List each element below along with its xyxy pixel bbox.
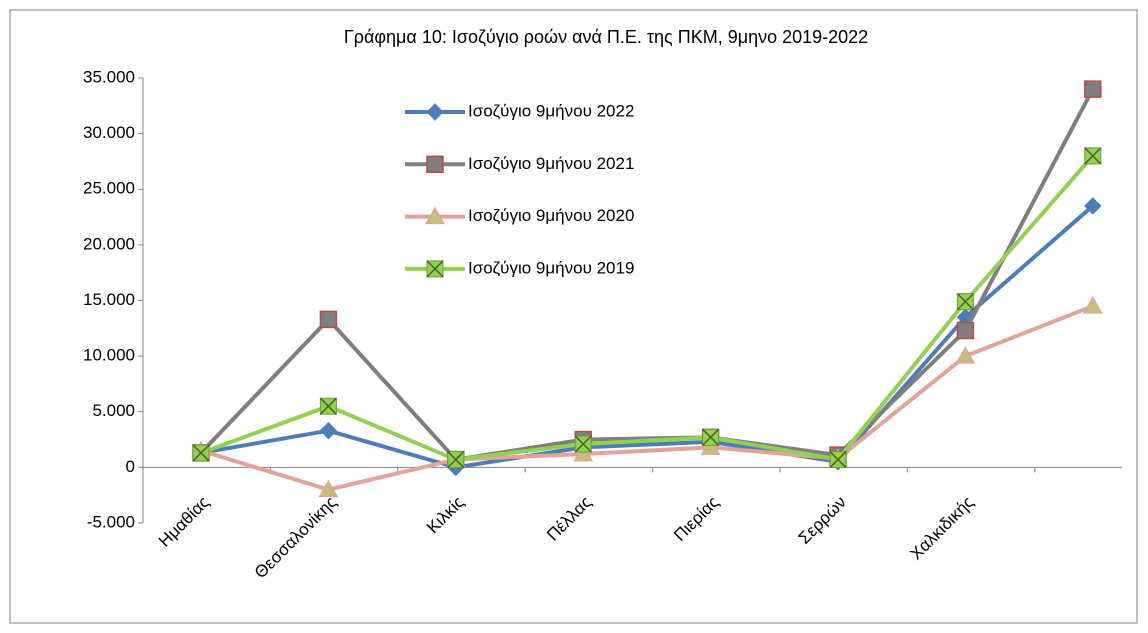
marker-cross — [574, 435, 592, 453]
data-point — [1084, 147, 1102, 165]
y-tick-label: 20.000 — [83, 234, 135, 253]
data-point — [319, 310, 338, 329]
data-point — [192, 444, 210, 462]
y-tick-label: 35.000 — [83, 67, 135, 86]
y-tick-label: 10.000 — [83, 346, 135, 365]
legend-marker — [425, 206, 445, 225]
data-point — [1084, 197, 1102, 215]
series-line — [199, 88, 1095, 462]
marker-cross — [829, 451, 847, 469]
legend-label: Ισοζύγιο 9μήνου 2021 — [468, 154, 634, 173]
data-point — [829, 451, 847, 469]
marker-cross — [192, 444, 210, 462]
data-point — [1082, 296, 1103, 314]
y-tick-label: 30.000 — [83, 123, 135, 142]
data-point — [700, 437, 721, 455]
series-line — [200, 154, 1095, 462]
data-point — [1084, 80, 1102, 98]
legend-marker — [426, 103, 444, 121]
legend-label: Ισοζύγιο 9μήνου 2020 — [468, 206, 634, 225]
data-point — [955, 346, 976, 364]
series-line — [200, 304, 1094, 492]
data-point — [702, 428, 720, 446]
marker-cross — [319, 397, 337, 415]
y-tick-label: 5.000 — [92, 401, 135, 420]
marker-cross — [447, 451, 465, 469]
chart-frame — [9, 9, 1138, 624]
y-tick-label: 25.000 — [83, 179, 135, 198]
data-point — [319, 421, 338, 440]
legend-label: Ισοζύγιο 9μήνου 2022 — [468, 101, 634, 120]
y-tick-label: 15.000 — [83, 290, 135, 309]
data-point — [319, 397, 337, 415]
chart-title: Γράφημα 10: Ισοζύγιο ροών ανά Π.Ε. της Π… — [344, 27, 868, 47]
data-point — [447, 451, 465, 469]
data-point — [956, 321, 975, 340]
marker-cross — [956, 293, 974, 311]
marker-cross — [702, 428, 720, 446]
legend-marker — [426, 155, 444, 174]
data-point — [318, 479, 339, 498]
y-tick-label: 0 — [126, 457, 135, 476]
legend-marker — [426, 260, 444, 278]
marker-cross — [1084, 147, 1102, 165]
data-point — [573, 444, 594, 462]
marker-cross — [426, 260, 444, 278]
series-line — [200, 204, 1095, 470]
legend-label: Ισοζύγιο 9μήνου 2019 — [468, 258, 634, 277]
y-tick-label: -5.000 — [87, 512, 135, 531]
data-point — [574, 435, 592, 453]
data-point — [956, 293, 974, 311]
